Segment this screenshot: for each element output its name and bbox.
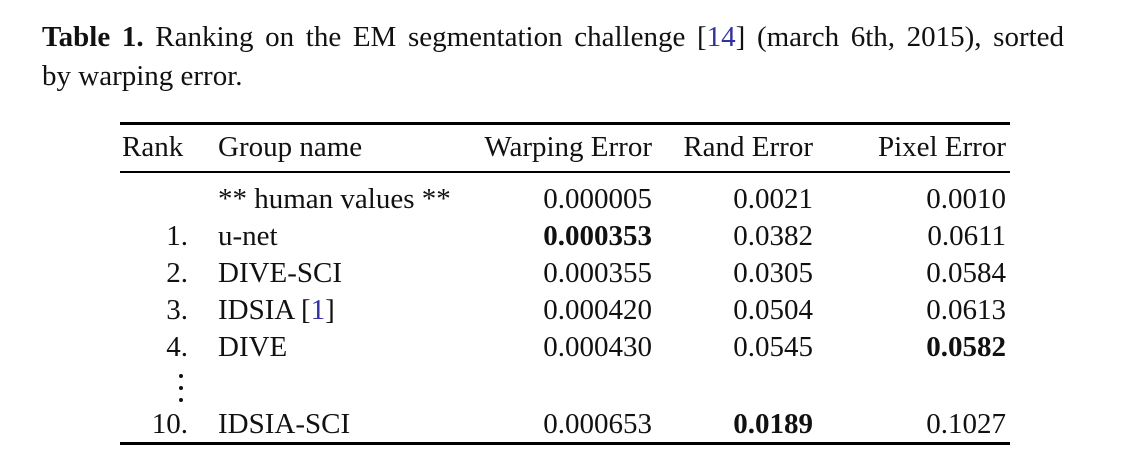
pixel-cell: 0.0584	[926, 256, 1006, 289]
rank-cell: 4.	[166, 330, 188, 363]
rand-cell: 0.0545	[733, 330, 813, 363]
rank-cell: 10.	[151, 408, 188, 441]
pixel-cell: 0.0611	[927, 219, 1006, 252]
warping-cell: 0.000430	[543, 330, 652, 363]
group-cell: ** human values **	[218, 183, 451, 215]
group-cell: u-net	[218, 219, 278, 252]
citation-bracket-open: [	[300, 293, 311, 326]
rand-cell: 0.0189	[733, 408, 813, 441]
citation-link-1[interactable]: 1	[310, 293, 326, 326]
warping-cell: 0.000420	[543, 293, 652, 326]
citation-bracket-open: [	[696, 21, 707, 53]
table-row: 1. u-net 0.000353 0.0382 0.0611	[120, 218, 1010, 255]
pixel-cell: 0.0010	[926, 183, 1006, 215]
group-name: IDSIA	[218, 293, 294, 326]
table-row: 10. IDSIA-SCI 0.000653 0.0189 0.1027	[120, 408, 1010, 444]
group-cell: DIVE-SCI	[218, 256, 343, 289]
citation-bracket-close: ]	[735, 21, 746, 53]
column-header-rand: Rand Error	[683, 131, 813, 164]
citation-link-14[interactable]: 14	[706, 21, 736, 53]
rand-cell: 0.0382	[733, 219, 813, 252]
table-caption: Table 1. Ranking on the EM segmentation …	[42, 18, 1064, 96]
rank-cell: 3.	[166, 293, 188, 326]
header-row: Rank Group name Warping Error Rand Error…	[120, 124, 1010, 172]
caption-line-2: by warping error.	[42, 60, 243, 92]
group-cell: DIVE	[218, 330, 288, 363]
column-header-warping: Warping Error	[484, 131, 652, 164]
caption-text: Ranking on the EM segmentation challenge	[155, 21, 686, 53]
citation-bracket-close: ]	[325, 293, 335, 326]
rank-cell: 1.	[166, 219, 188, 252]
column-header-pixel: Pixel Error	[877, 131, 1006, 164]
group-cell: IDSIA-SCI	[218, 408, 351, 441]
pixel-cell: 0.1027	[926, 408, 1006, 441]
caption-text-end: (march 6th, 2015), sorted	[756, 21, 1065, 53]
results-table-container: Rank Group name Warping Error Rand Error…	[120, 122, 1010, 445]
pixel-cell: 0.0582	[926, 330, 1006, 363]
ellipsis-row	[120, 366, 1010, 408]
warping-cell: 0.000355	[543, 256, 652, 289]
warping-cell: 0.000653	[543, 408, 652, 441]
table-row: 3. IDSIA [1] 0.000420 0.0504 0.0613	[120, 292, 1010, 329]
rand-cell: 0.0504	[733, 293, 813, 326]
rand-cell: 0.0021	[733, 183, 813, 215]
vertical-ellipsis-icon	[179, 374, 183, 403]
group-cell: IDSIA [1]	[188, 292, 430, 329]
column-header-rank: Rank	[122, 131, 184, 164]
column-header-group: Group name	[218, 131, 363, 164]
table-row: 2. DIVE-SCI 0.000355 0.0305 0.0584	[120, 255, 1010, 292]
table-row: ** human values ** 0.000005 0.0021 0.001…	[120, 172, 1010, 218]
caption-line-1: Table 1. Ranking on the EM segmentation …	[42, 18, 1064, 57]
results-table: Rank Group name Warping Error Rand Error…	[120, 122, 1010, 445]
caption-label: Table 1.	[42, 21, 144, 53]
warping-cell: 0.000353	[543, 219, 652, 252]
rank-cell: 2.	[166, 256, 188, 289]
rand-cell: 0.0305	[733, 256, 813, 289]
table-row: 4. DIVE 0.000430 0.0545 0.0582	[120, 329, 1010, 366]
rank-cell	[120, 172, 188, 218]
pixel-cell: 0.0613	[926, 293, 1006, 326]
warping-cell: 0.000005	[543, 183, 652, 215]
